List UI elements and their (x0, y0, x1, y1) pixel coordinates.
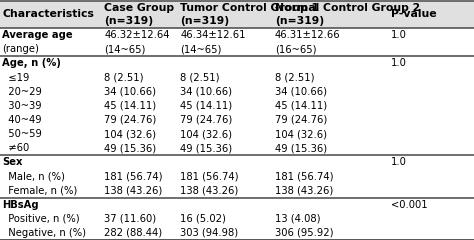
Text: 30~39: 30~39 (2, 101, 42, 111)
Text: 45 (14.11): 45 (14.11) (180, 101, 232, 111)
Text: Sex: Sex (2, 157, 23, 167)
Text: 1.0: 1.0 (391, 58, 407, 68)
Text: (range): (range) (2, 44, 39, 54)
Text: Characteristics: Characteristics (2, 9, 94, 19)
Text: 20~29: 20~29 (2, 87, 42, 97)
Text: 45 (14.11): 45 (14.11) (104, 101, 156, 111)
Text: 306 (95.92): 306 (95.92) (275, 228, 333, 238)
Text: 104 (32.6): 104 (32.6) (104, 129, 156, 139)
Text: ≤19: ≤19 (2, 72, 30, 83)
Text: (16~65): (16~65) (275, 44, 317, 54)
Text: 34 (10.66): 34 (10.66) (275, 87, 327, 97)
Text: 181 (56.74): 181 (56.74) (104, 171, 163, 181)
Text: (14~65): (14~65) (104, 44, 146, 54)
Text: 138 (43.26): 138 (43.26) (180, 186, 238, 196)
Text: 8 (2.51): 8 (2.51) (180, 72, 219, 83)
Text: ≠60: ≠60 (2, 143, 29, 153)
Text: 79 (24.76): 79 (24.76) (104, 115, 156, 125)
Text: P-value: P-value (391, 9, 437, 19)
Text: 181 (56.74): 181 (56.74) (180, 171, 238, 181)
Text: 49 (15.36): 49 (15.36) (180, 143, 232, 153)
Text: 34 (10.66): 34 (10.66) (104, 87, 156, 97)
Text: Normal Control Group 2
(n=319): Normal Control Group 2 (n=319) (275, 3, 420, 25)
Text: 49 (15.36): 49 (15.36) (275, 143, 327, 153)
Text: 104 (32.6): 104 (32.6) (180, 129, 232, 139)
Text: 1.0: 1.0 (391, 30, 407, 40)
Text: Male, n (%): Male, n (%) (2, 171, 65, 181)
Text: 46.31±12.66: 46.31±12.66 (275, 30, 340, 40)
Text: Positive, n (%): Positive, n (%) (2, 214, 80, 224)
Text: 8 (2.51): 8 (2.51) (104, 72, 144, 83)
Text: 45 (14.11): 45 (14.11) (275, 101, 327, 111)
Text: Age, n (%): Age, n (%) (2, 58, 61, 68)
Text: HBsAg: HBsAg (2, 200, 39, 210)
Text: 16 (5.02): 16 (5.02) (180, 214, 226, 224)
Text: 34 (10.66): 34 (10.66) (180, 87, 232, 97)
Text: 8 (2.51): 8 (2.51) (275, 72, 314, 83)
Text: Negative, n (%): Negative, n (%) (2, 228, 86, 238)
Text: 79 (24.76): 79 (24.76) (275, 115, 327, 125)
Text: Female, n (%): Female, n (%) (2, 186, 78, 196)
Text: Case Group
(n=319): Case Group (n=319) (104, 3, 174, 25)
Text: 303 (94.98): 303 (94.98) (180, 228, 238, 238)
Bar (0, 0, 474, 28)
Text: Tumor Control Group 1
(n=319): Tumor Control Group 1 (n=319) (180, 3, 319, 25)
Text: 104 (32.6): 104 (32.6) (275, 129, 327, 139)
Text: 282 (88.44): 282 (88.44) (104, 228, 163, 238)
Text: Average age: Average age (2, 30, 73, 40)
Text: 46.32±12.64: 46.32±12.64 (104, 30, 170, 40)
Text: 46.34±12.61: 46.34±12.61 (180, 30, 246, 40)
Text: 79 (24.76): 79 (24.76) (180, 115, 232, 125)
Text: 37 (11.60): 37 (11.60) (104, 214, 156, 224)
Text: 138 (43.26): 138 (43.26) (104, 186, 163, 196)
Text: 49 (15.36): 49 (15.36) (104, 143, 156, 153)
Text: 138 (43.26): 138 (43.26) (275, 186, 333, 196)
Text: (14~65): (14~65) (180, 44, 221, 54)
Text: 40~49: 40~49 (2, 115, 42, 125)
Text: 181 (56.74): 181 (56.74) (275, 171, 333, 181)
Text: 50~59: 50~59 (2, 129, 42, 139)
Text: 13 (4.08): 13 (4.08) (275, 214, 320, 224)
Text: 1.0: 1.0 (391, 157, 407, 167)
Text: <0.001: <0.001 (391, 200, 428, 210)
